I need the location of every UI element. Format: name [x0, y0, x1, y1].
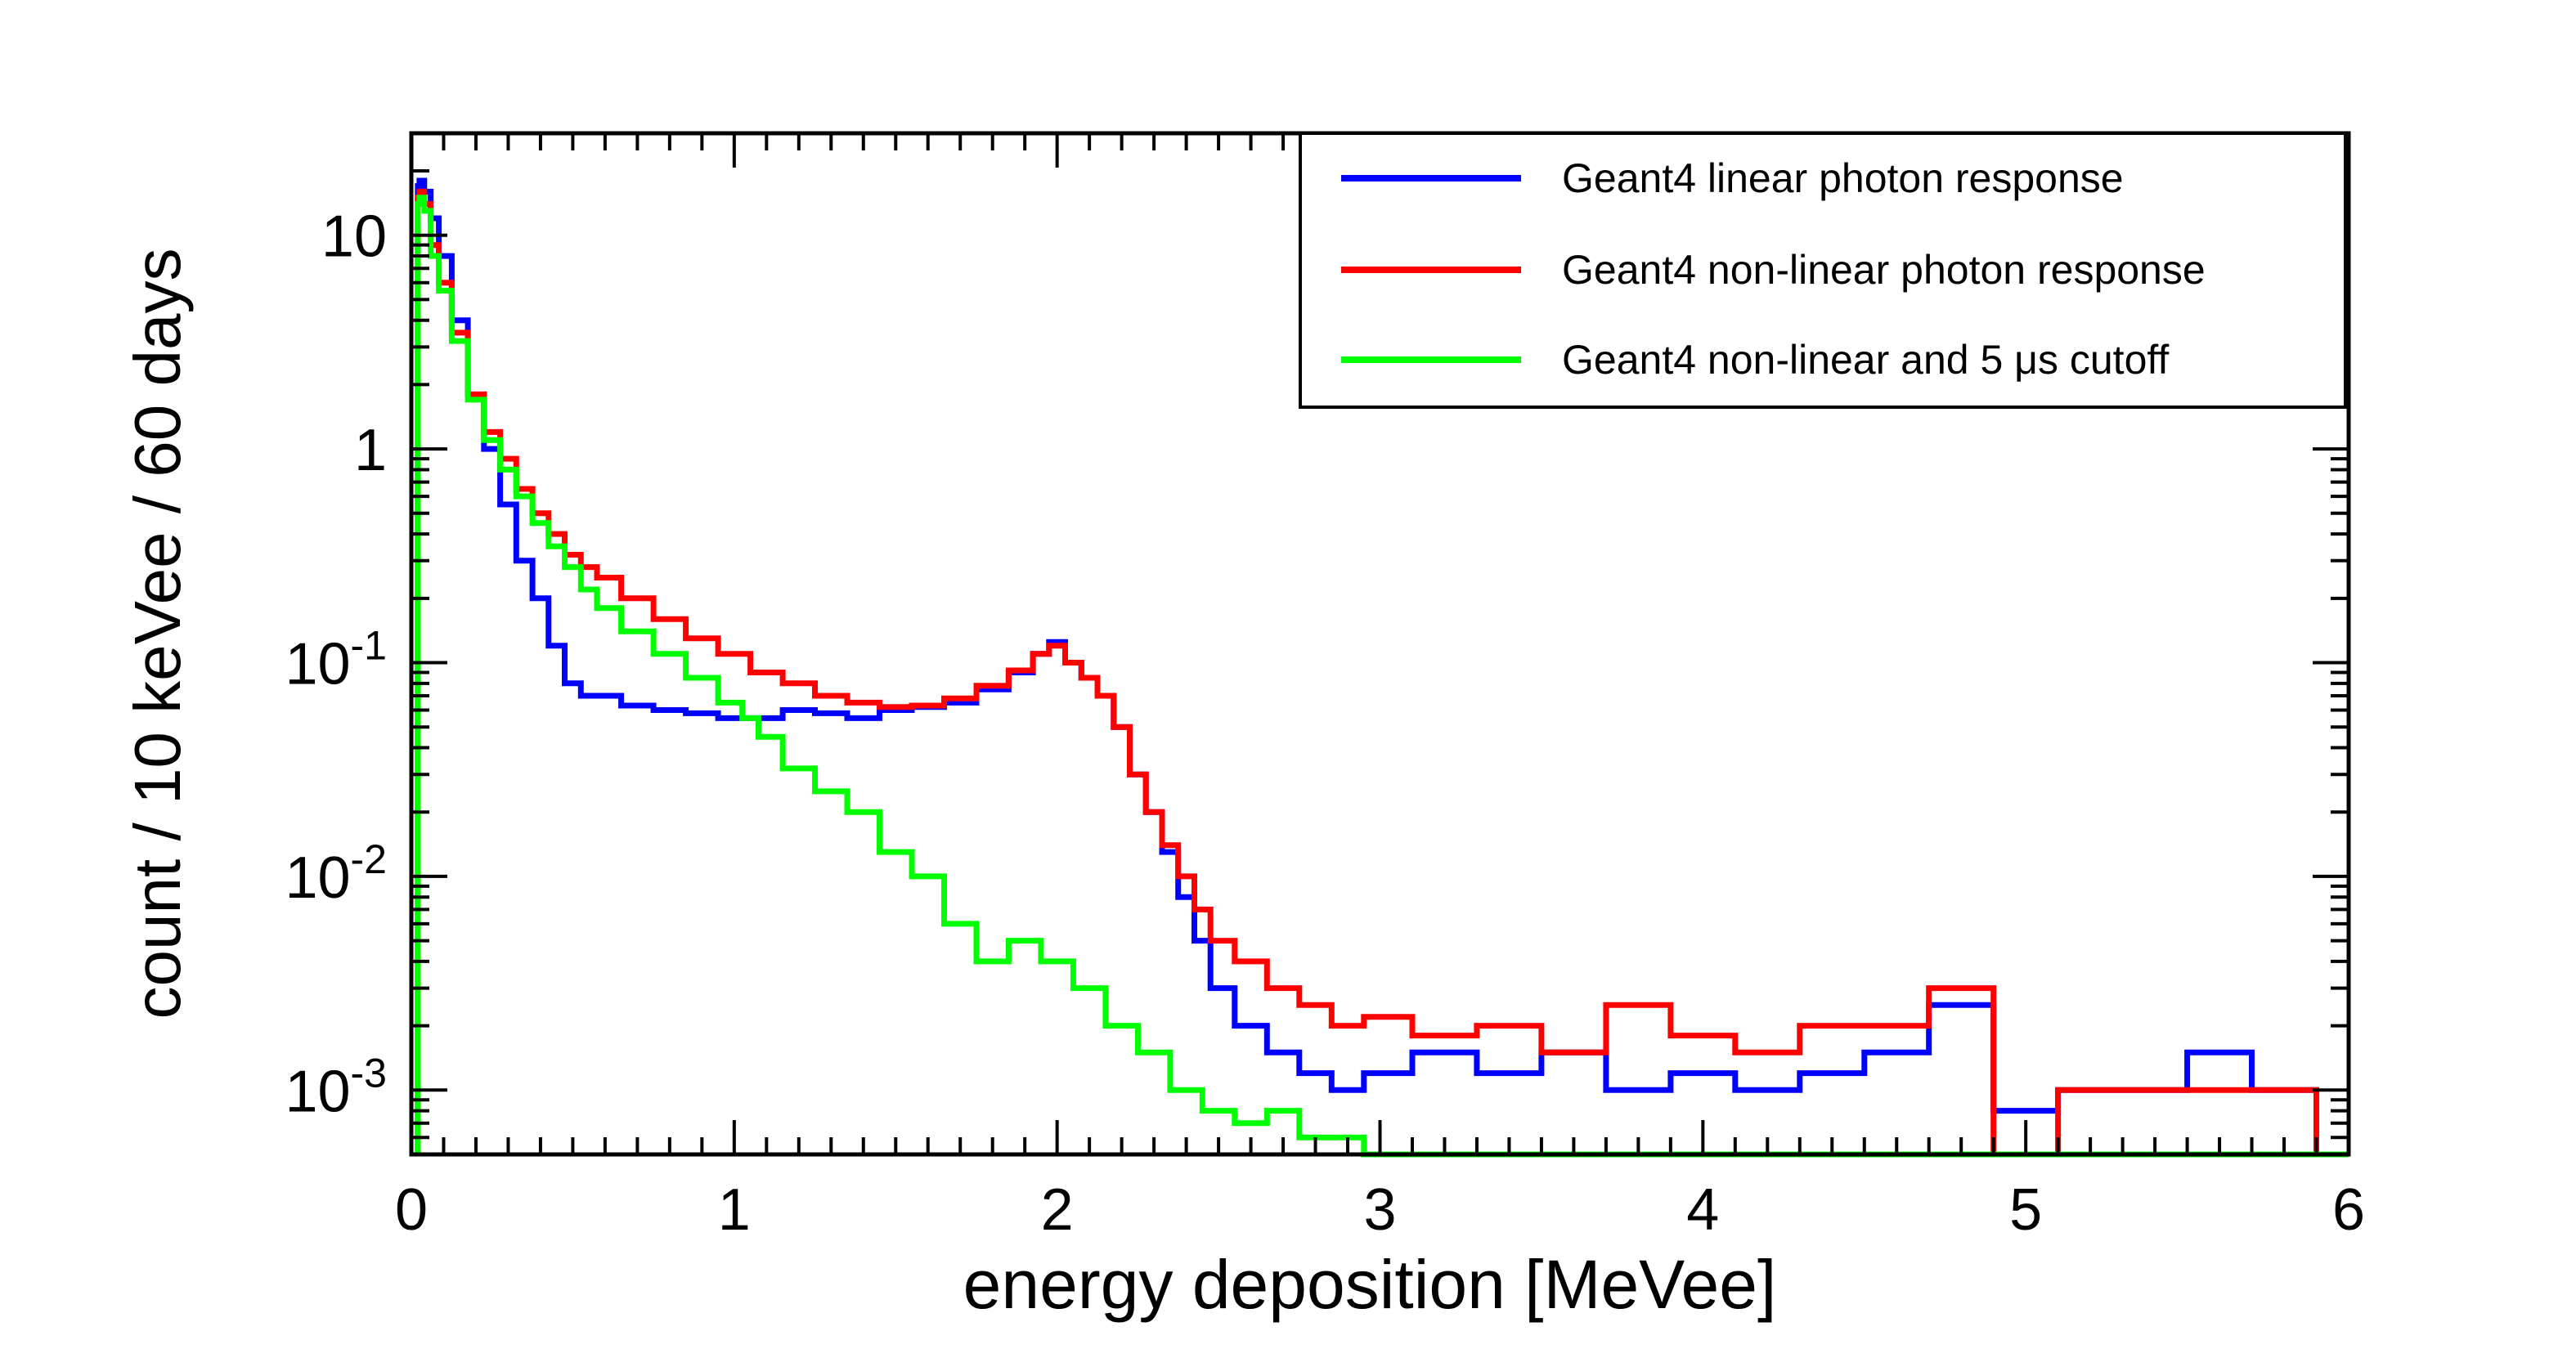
y-tick-label: 10-2 [285, 836, 387, 911]
x-tick-label: 1 [718, 1177, 751, 1243]
y-tick-label: 10-1 [285, 623, 387, 697]
legend: Geant4 linear photon response Geant4 non-… [1299, 132, 2347, 409]
x-tick-label: 3 [1363, 1177, 1396, 1243]
y-axis-label: count / 10 keVee / 60 days [121, 249, 194, 1020]
y-tick-label: 10-3 [285, 1050, 387, 1124]
x-tick-label: 6 [2332, 1177, 2365, 1243]
plot-area [415, 177, 2349, 1158]
legend-label-3: Geant4 non-linear and 5 μs cutoff [1562, 337, 2169, 383]
series-line-2 [415, 188, 2349, 1158]
series-line-3 [415, 195, 2349, 1158]
x-tick-label: 2 [1041, 1177, 1074, 1243]
x-tick-label: 0 [395, 1177, 428, 1243]
legend-label-2: Geant4 non-linear photon response [1562, 247, 2206, 293]
axes: 0 1 2 3 4 5 6 10 1 10-1 10-2 10-3 [285, 131, 2365, 1243]
y-tick-label: 10 [321, 204, 387, 270]
y-tick-label: 1 [354, 418, 387, 483]
x-tick-label: 5 [2009, 1177, 2042, 1243]
x-axis-label: energy deposition [MeVee] [963, 1246, 1777, 1323]
x-tick-label: 4 [1686, 1177, 1719, 1243]
legend-label-1: Geant4 linear photon response [1562, 155, 2124, 201]
